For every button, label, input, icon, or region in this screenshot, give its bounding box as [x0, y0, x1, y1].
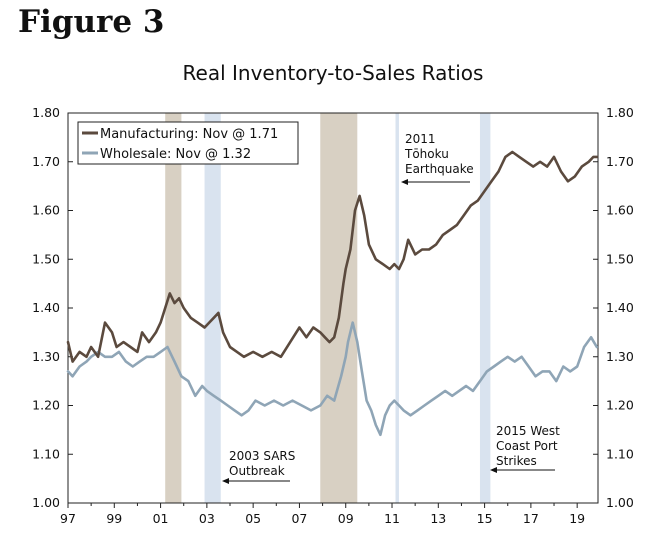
- legend-box: [77, 121, 299, 165]
- x-tick-label: 13: [430, 511, 446, 526]
- annotation-tohoku-line3: Earthquake: [405, 162, 474, 176]
- annotation-port-arrowhead: [490, 467, 497, 473]
- annotation-tohoku-line1: 2011: [405, 132, 436, 146]
- y-tick-label-right: 1.60: [606, 203, 634, 218]
- y-tick-label-left: 1.70: [32, 154, 60, 169]
- annotation-sars-line2: Outbreak: [229, 464, 285, 478]
- shaded-period-0: [165, 113, 182, 503]
- axes: 1.00 1.00 1.10 1.10 1.20 1.20 1.30 1.30 1.40 1.40…: [32, 105, 634, 526]
- y-tick-label-right: 1.20: [606, 398, 634, 413]
- annotation-tohoku-line2: Tōhoku: [404, 147, 449, 161]
- shaded-period-3: [395, 113, 399, 503]
- annotation-port-line2: Coast Port: [496, 439, 558, 453]
- x-tick-label: 05: [245, 511, 261, 526]
- series: [66, 150, 599, 437]
- legend-label-wholesale: Wholesale: Nov @ 1.32: [100, 147, 251, 162]
- x-tick-label: 07: [291, 511, 307, 526]
- x-tick-label: 97: [60, 511, 76, 526]
- y-tick-label-right: 1.00: [606, 495, 634, 510]
- annotation-port: 2015 West Coast Port Strikes: [490, 424, 560, 473]
- x-tick-label: 17: [523, 511, 539, 526]
- x-tick-label: 09: [338, 511, 354, 526]
- annotation-sars: 2003 SARS Outbreak: [222, 449, 295, 484]
- y-tick-label-right: 1.10: [606, 446, 634, 461]
- legend-label-manufacturing: Manufacturing: Nov @ 1.71: [100, 127, 278, 142]
- series-line-wholesale: [66, 321, 599, 437]
- x-tick-label: 19: [569, 511, 585, 526]
- y-tick-label-left: 1.80: [32, 105, 60, 120]
- y-tick-label-right: 1.30: [606, 349, 634, 364]
- annotation-sars-line1: 2003 SARS: [229, 449, 295, 463]
- y-tick-label-left: 1.00: [32, 495, 60, 510]
- legend: Manufacturing: Nov @ 1.71 Wholesale: Nov…: [77, 121, 299, 165]
- y-tick-label-right: 1.80: [606, 105, 634, 120]
- y-tick-label-left: 1.20: [32, 398, 60, 413]
- figure-label: Figure 3: [18, 4, 165, 40]
- annotation-tohoku: 2011 Tōhoku Earthquake: [401, 132, 474, 185]
- x-tick-label: 01: [153, 511, 169, 526]
- y-tick-label-left: 1.50: [32, 251, 60, 266]
- y-tick-label-left: 1.40: [32, 300, 60, 315]
- annotation-sars-arrowhead: [222, 478, 229, 484]
- x-tick-label: 03: [199, 511, 215, 526]
- shaded-period-2: [320, 113, 358, 503]
- annotations: 2011 Tōhoku Earthquake 2003 SARS Outbrea…: [222, 132, 560, 484]
- y-tick-label-left: 1.60: [32, 203, 60, 218]
- y-tick-label-left: 1.10: [32, 446, 60, 461]
- x-tick-label: 99: [106, 511, 122, 526]
- annotation-tohoku-arrowhead: [401, 179, 408, 185]
- y-tick-label-left: 1.30: [32, 349, 60, 364]
- shaded-period-4: [479, 113, 491, 503]
- series-line-manufacturing: [66, 150, 599, 363]
- x-tick-label: 15: [477, 511, 493, 526]
- annotation-port-line1: 2015 West: [496, 424, 560, 438]
- chart-title: Real Inventory-to-Sales Ratios: [183, 61, 484, 85]
- shaded-period-1: [204, 113, 221, 503]
- y-tick-label-right: 1.40: [606, 300, 634, 315]
- y-tick-label-right: 1.50: [606, 251, 634, 266]
- y-tick-label-right: 1.70: [606, 154, 634, 169]
- annotation-port-line3: Strikes: [496, 454, 537, 468]
- shaded-periods: [165, 113, 491, 503]
- x-tick-label: 11: [384, 511, 400, 526]
